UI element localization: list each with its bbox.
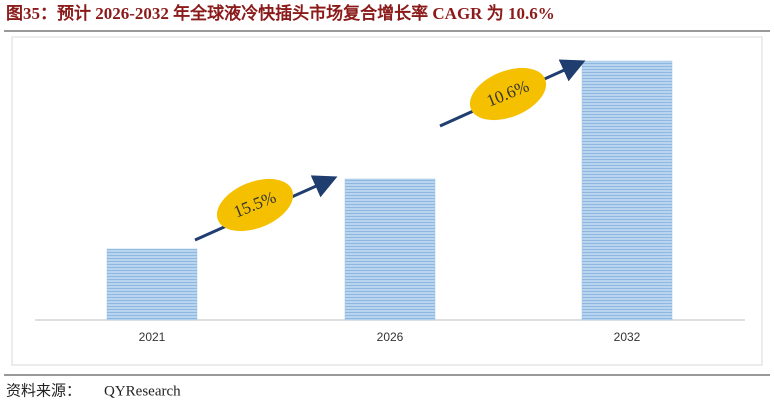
annotation: 15.5% <box>216 178 294 232</box>
bar <box>344 178 436 321</box>
chart-title: 图35：预计 2026-2032 年全球液冷快插头市场复合增长率 CAGR 为 … <box>6 3 555 23</box>
x-tick-label: 2026 <box>377 330 404 344</box>
x-tick-label: 2032 <box>614 330 641 344</box>
source: QYResearch <box>104 383 181 399</box>
annotation: 10.6% <box>469 67 547 121</box>
bar <box>106 248 198 321</box>
bar <box>581 60 673 321</box>
annotation-badge <box>216 178 294 232</box>
annotation-badge <box>469 67 547 121</box>
source-label: 资料来源： <box>6 382 81 399</box>
x-tick-label: 2021 <box>139 330 166 344</box>
